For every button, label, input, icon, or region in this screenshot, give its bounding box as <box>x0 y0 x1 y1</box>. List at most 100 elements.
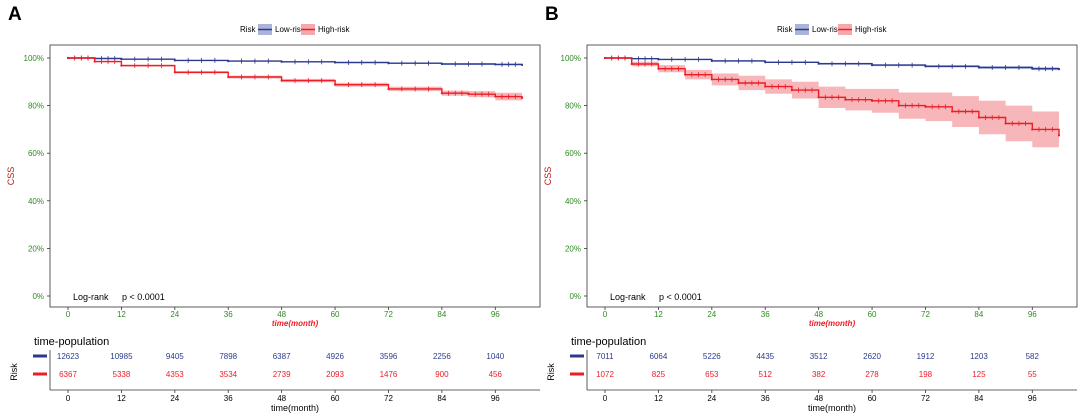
x-tick-label: 36 <box>224 310 233 319</box>
data-point <box>710 78 713 81</box>
data-point <box>93 60 96 63</box>
legend-title: Risk <box>777 25 794 34</box>
legend-title: Risk <box>240 25 257 34</box>
y-tick-label: 0% <box>569 292 581 301</box>
x-tick-label: 48 <box>814 310 823 319</box>
risk-count-high: 2739 <box>273 370 291 379</box>
risk-count-low: 7011 <box>596 352 614 361</box>
risk-x-tick-label: 96 <box>1028 394 1037 403</box>
plot-frame <box>586 44 1078 308</box>
risk-x-tick-label: 60 <box>331 394 340 403</box>
data-point <box>844 98 847 101</box>
data-point <box>333 61 337 64</box>
risk-table-title: time-population <box>34 336 109 348</box>
legend-low-label: Low-risk <box>275 25 306 34</box>
risk-count-low: 6387 <box>273 352 291 361</box>
y-tick-label: 100% <box>24 54 44 63</box>
data-point <box>333 83 337 86</box>
data-point <box>657 58 660 61</box>
y-axis-title: CSS <box>543 167 553 186</box>
y-tick-label: 80% <box>28 102 44 111</box>
y-tick-label: 100% <box>561 54 581 63</box>
data-point <box>951 110 954 113</box>
x-tick-label: 0 <box>66 310 71 319</box>
risk-x-tick-label: 96 <box>491 394 500 403</box>
risk-count-low: 10985 <box>110 352 133 361</box>
data-point <box>440 92 443 95</box>
x-tick-label: 12 <box>117 310 126 319</box>
risk-count-high: 4353 <box>166 370 184 379</box>
risk-x-tick-label: 36 <box>224 394 233 403</box>
data-point <box>764 61 767 64</box>
risk-x-tick-label: 84 <box>974 394 983 403</box>
risk-count-low: 4926 <box>326 352 344 361</box>
risk-count-high: 278 <box>865 370 879 379</box>
x-axis-title: time(month) <box>809 319 856 328</box>
y-tick-label: 60% <box>28 149 44 158</box>
data-point <box>227 75 230 79</box>
data-point <box>1057 134 1061 137</box>
risk-count-low: 582 <box>1026 352 1040 361</box>
ci-band-high-risk <box>605 58 1059 154</box>
x-tick-label: 0 <box>603 310 608 319</box>
data-point <box>280 79 283 82</box>
risk-x-tick-label: 36 <box>761 394 770 403</box>
risk-count-high: 55 <box>1028 370 1037 379</box>
data-point <box>66 56 70 60</box>
risk-count-high: 1476 <box>380 370 398 379</box>
data-point <box>764 85 767 88</box>
logrank-p: p < 0.0001 <box>659 292 702 302</box>
risk-x-axis-title: time(month) <box>808 403 856 413</box>
data-point <box>603 56 607 60</box>
data-point <box>817 62 820 65</box>
risk-count-high: 6367 <box>59 370 77 379</box>
data-point <box>1031 128 1034 131</box>
x-axis-title: time(month) <box>272 319 319 328</box>
data-point <box>387 87 390 91</box>
survival-line-high-risk <box>605 57 1060 136</box>
data-point <box>710 59 713 62</box>
risk-count-low: 2256 <box>433 352 451 361</box>
survival-line-high-risk <box>68 57 523 98</box>
data-point <box>790 89 794 92</box>
data-point <box>120 64 123 67</box>
risk-count-high: 825 <box>652 370 666 379</box>
data-point <box>520 63 524 67</box>
x-tick-label: 96 <box>491 310 500 319</box>
risk-count-low: 4435 <box>756 352 774 361</box>
risk-table-y-title: Risk <box>9 363 19 381</box>
data-point <box>467 93 470 96</box>
data-point <box>684 73 687 76</box>
logrank-label: Log-rank <box>610 292 646 302</box>
data-point <box>520 96 524 100</box>
legend-high-label: High-risk <box>318 25 351 34</box>
x-tick-label: 36 <box>761 310 770 319</box>
y-tick-label: 0% <box>32 292 44 301</box>
legend-high-label: High-risk <box>855 25 888 34</box>
risk-x-tick-label: 12 <box>117 394 126 403</box>
data-point <box>227 59 230 63</box>
y-tick-label: 60% <box>565 149 581 158</box>
x-tick-label: 84 <box>437 310 446 319</box>
data-point <box>1031 67 1034 70</box>
risk-count-high: 198 <box>919 370 933 379</box>
y-tick-label: 40% <box>565 197 581 206</box>
risk-count-low: 6064 <box>650 352 668 361</box>
y-tick-label: 20% <box>28 244 44 253</box>
logrank-label: Log-rank <box>73 292 109 302</box>
data-point <box>1004 122 1007 125</box>
risk-count-high: 512 <box>759 370 773 379</box>
risk-count-low: 1203 <box>970 352 988 361</box>
risk-count-low: 9405 <box>166 352 184 361</box>
risk-x-tick-label: 72 <box>921 394 930 403</box>
data-point <box>280 60 283 63</box>
data-point <box>897 104 900 107</box>
risk-count-low: 7898 <box>219 352 237 361</box>
data-point <box>817 96 820 99</box>
x-tick-label: 96 <box>1028 310 1037 319</box>
data-point <box>173 59 176 62</box>
risk-count-high: 3534 <box>219 370 237 379</box>
risk-x-tick-label: 0 <box>66 394 71 403</box>
data-point <box>1057 68 1061 71</box>
